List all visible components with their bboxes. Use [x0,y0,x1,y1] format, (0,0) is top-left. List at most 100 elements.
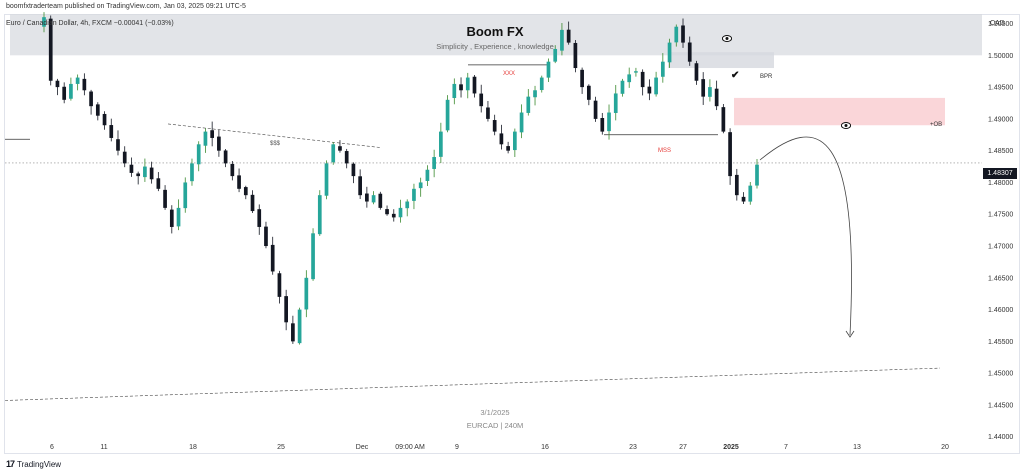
tradingview-brand[interactable]: 17 TradingView [6,459,61,469]
currency-label: CAD [990,20,1005,27]
published-line: boomfxtraderteam published on TradingVie… [6,3,246,10]
candle-body [667,42,672,63]
candle-body [190,163,194,182]
candle-body [82,78,87,91]
candle-body [573,42,578,69]
x-tick-label: 23 [629,444,637,451]
x-tick-label: 11 [100,444,107,451]
x-tick-label: 9 [455,444,459,451]
candle-body [506,146,510,151]
check-icon: ✔ [731,70,740,81]
candle-body [553,48,558,62]
support-trendline [4,367,941,401]
x-tick-label: 2025 [723,444,739,451]
y-tick-label: 1.45000 [988,371,1013,378]
candle-body [351,163,356,177]
candle-body [681,25,685,43]
candle-body [499,133,504,145]
candle-body [445,99,450,131]
liquidity-trendline [167,123,381,148]
current-price-tag: 1.48307 [983,168,1017,179]
annotation-mss: MSS [658,148,672,154]
candle-body [317,195,322,235]
x-tick-label: 6 [50,444,54,451]
zone-ob [734,97,945,126]
candle-body [674,26,679,43]
candle-body [203,131,208,146]
watermark-date: 3/1/2025 [480,408,510,417]
zone-bpr [668,52,774,69]
watermark-symbol: EURCAD | 240M [466,421,524,430]
candle-body [412,188,416,201]
candle-body [479,93,484,107]
candle-body [136,173,141,177]
candle-body [418,182,423,189]
candle-body [311,233,315,280]
candle-body [472,76,477,94]
candle-body [714,88,719,107]
watermark-subtitle: Simplicity , Experience , knowledge [436,42,554,51]
zone-boomfx [10,14,982,56]
candle-body [243,187,248,196]
candle-body [634,71,638,73]
candle-body [297,309,302,344]
candle-body [230,163,235,177]
candle-body [741,196,746,202]
y-tick-label: 1.46000 [988,307,1013,314]
candle-body [492,120,497,132]
brand-label: TradingView [17,459,62,469]
candle-body [75,77,80,84]
candle-body [143,166,147,178]
candle-body [512,131,517,151]
candle-body [748,185,753,202]
projection-arrow [759,136,852,336]
candle-body [560,29,564,51]
y-tick-label: 1.47000 [988,244,1013,251]
annotation-sss: $$$ [270,141,281,147]
candle-body [432,157,436,169]
eye-icon[interactable] [841,122,851,129]
candle-body [102,113,107,126]
x-tick-label: 27 [679,444,687,451]
candle-body [647,86,652,94]
y-tick-label: 1.49000 [988,116,1013,123]
candle-body [734,174,739,196]
y-tick-label: 1.50500 [988,21,1013,28]
candle-body [55,80,60,88]
candle-body [546,61,551,78]
candle-body [89,91,93,107]
candle-body [149,167,154,180]
candle-body [398,207,403,218]
eye-icon[interactable] [722,35,732,42]
candle-body [627,74,632,83]
candle-body [600,118,605,132]
candle-body [95,104,100,116]
candle-body [385,209,389,215]
y-tick-label: 1.48500 [988,148,1013,155]
x-tick-label: 16 [541,444,549,451]
x-tick-label: 20 [941,444,949,451]
annotation-xxx: XXX [503,71,516,77]
candle-body [566,29,571,43]
candle-body [116,139,120,151]
candle-body [129,164,134,173]
candle-body [708,87,712,97]
y-tick-label: 1.48000 [988,180,1013,187]
candle-body [654,77,658,95]
annotation-ob: +OB [930,122,943,128]
candle-body [755,164,759,186]
x-tick-label: Dec [356,444,369,451]
candle-body [257,209,262,227]
candle-body [721,107,726,132]
candle-body [640,71,645,88]
candle-body [237,175,241,189]
candle-body [405,201,410,209]
y-tick-label: 1.44500 [988,402,1013,409]
symbol-info[interactable]: Euro / Canadian Dollar, 4h, FXCM −0.0004… [6,20,174,27]
candle-body [324,163,329,196]
candle-body [223,150,228,164]
candle-body [217,136,221,151]
candle-body [660,61,665,77]
candle-body [270,244,275,272]
